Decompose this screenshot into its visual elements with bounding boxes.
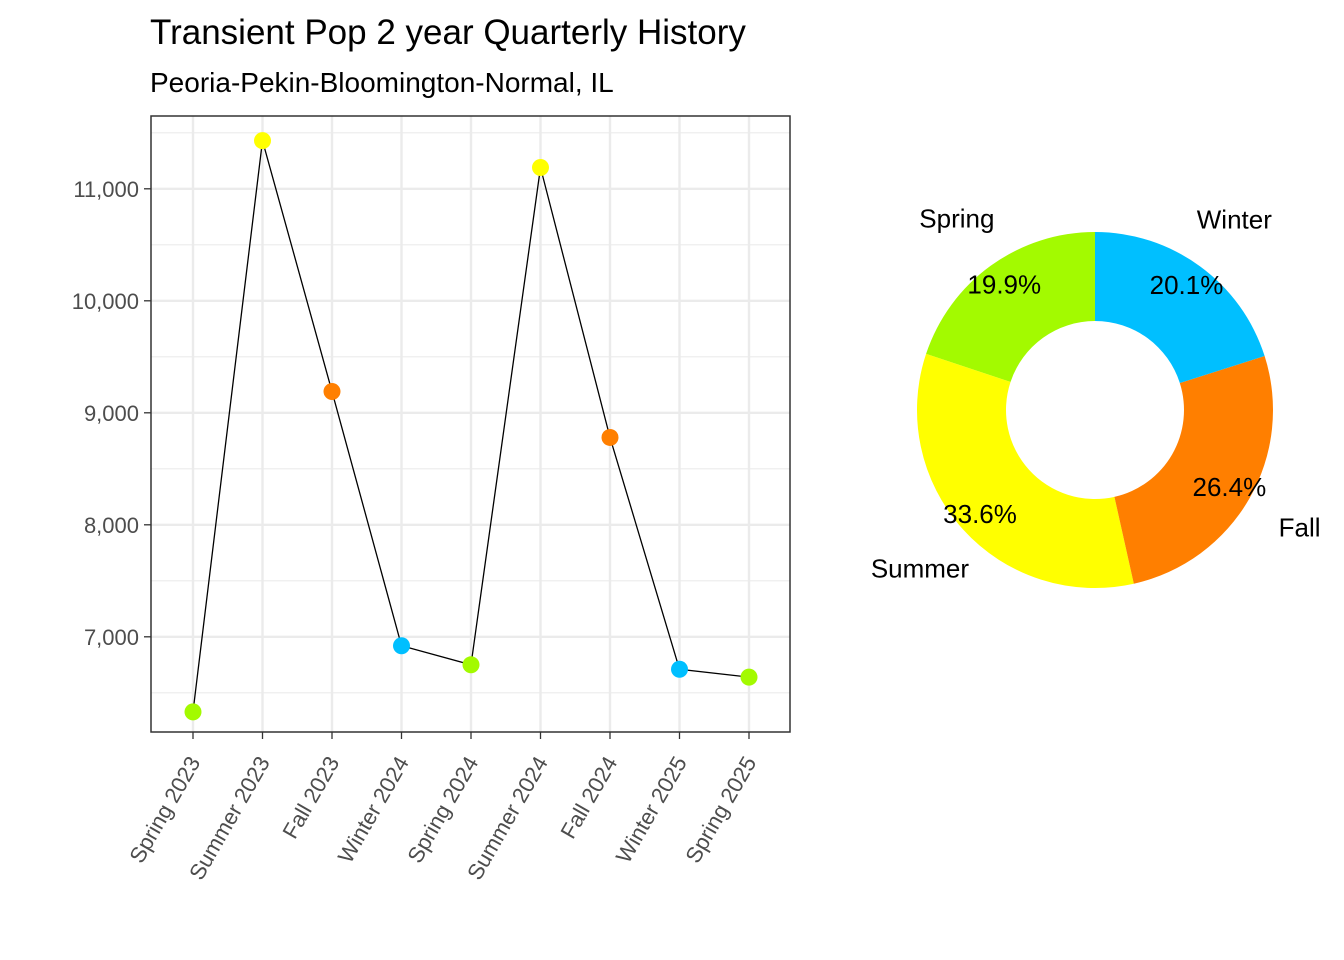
donut-category-label: Summer — [871, 553, 970, 583]
data-point — [532, 159, 549, 177]
y-tick-label: 8,000 — [84, 513, 139, 538]
y-tick-label: 11,000 — [73, 177, 139, 202]
x-tick-label: Fall 2024 — [555, 752, 622, 843]
donut-category-label: Spring — [919, 204, 994, 234]
donut-slices — [917, 232, 1273, 588]
data-points — [184, 132, 758, 721]
donut-percent-label: 19.9% — [967, 269, 1041, 299]
x-tick-label: Spring 2023 — [124, 752, 205, 867]
data-point — [393, 637, 410, 655]
y-tick-label: 9,000 — [84, 401, 139, 426]
donut-slice-winter — [1095, 232, 1265, 384]
data-point — [671, 660, 688, 678]
x-tick-label: Spring 2025 — [680, 752, 761, 867]
data-point — [184, 703, 202, 721]
data-point — [740, 668, 758, 686]
x-tick-label: Fall 2023 — [277, 752, 344, 843]
data-point — [601, 428, 619, 446]
x-tick-label: Winter 2025 — [611, 752, 692, 867]
donut-labels: 19.9% Spring 33.6% Summer 26.4% Fall 20.1% Wint… — [871, 204, 1321, 584]
donut-category-label: Winter — [1197, 205, 1272, 235]
data-point — [323, 383, 341, 401]
chart-subtitle: Peoria-Pekin-Bloomington-Normal, IL — [150, 67, 614, 98]
donut-slice-spring — [926, 232, 1095, 382]
donut-slice-summer — [917, 353, 1134, 588]
donut-slice-fall — [1114, 356, 1273, 584]
major-gridlines — [151, 116, 790, 732]
donut-category-label: Fall — [1279, 513, 1321, 543]
y-tick-label: 7,000 — [84, 625, 139, 650]
donut-percent-label: 20.1% — [1150, 270, 1224, 300]
x-tick-label: Spring 2024 — [402, 752, 483, 867]
x-tick-label: Winter 2024 — [333, 752, 414, 867]
donut-percent-label: 33.6% — [943, 499, 1017, 529]
data-point — [254, 132, 271, 150]
y-tick-label: 10,000 — [72, 289, 139, 314]
y-axis: 7,000 8,000 9,000 10,000 11,000 — [72, 177, 151, 650]
chart-title: Transient Pop 2 year Quarterly History — [150, 13, 746, 52]
data-point — [462, 656, 480, 674]
donut-percent-label: 26.4% — [1193, 472, 1267, 502]
donut-chart: 19.9% Spring 33.6% Summer 26.4% Fall 20.1% Wint… — [871, 204, 1321, 588]
